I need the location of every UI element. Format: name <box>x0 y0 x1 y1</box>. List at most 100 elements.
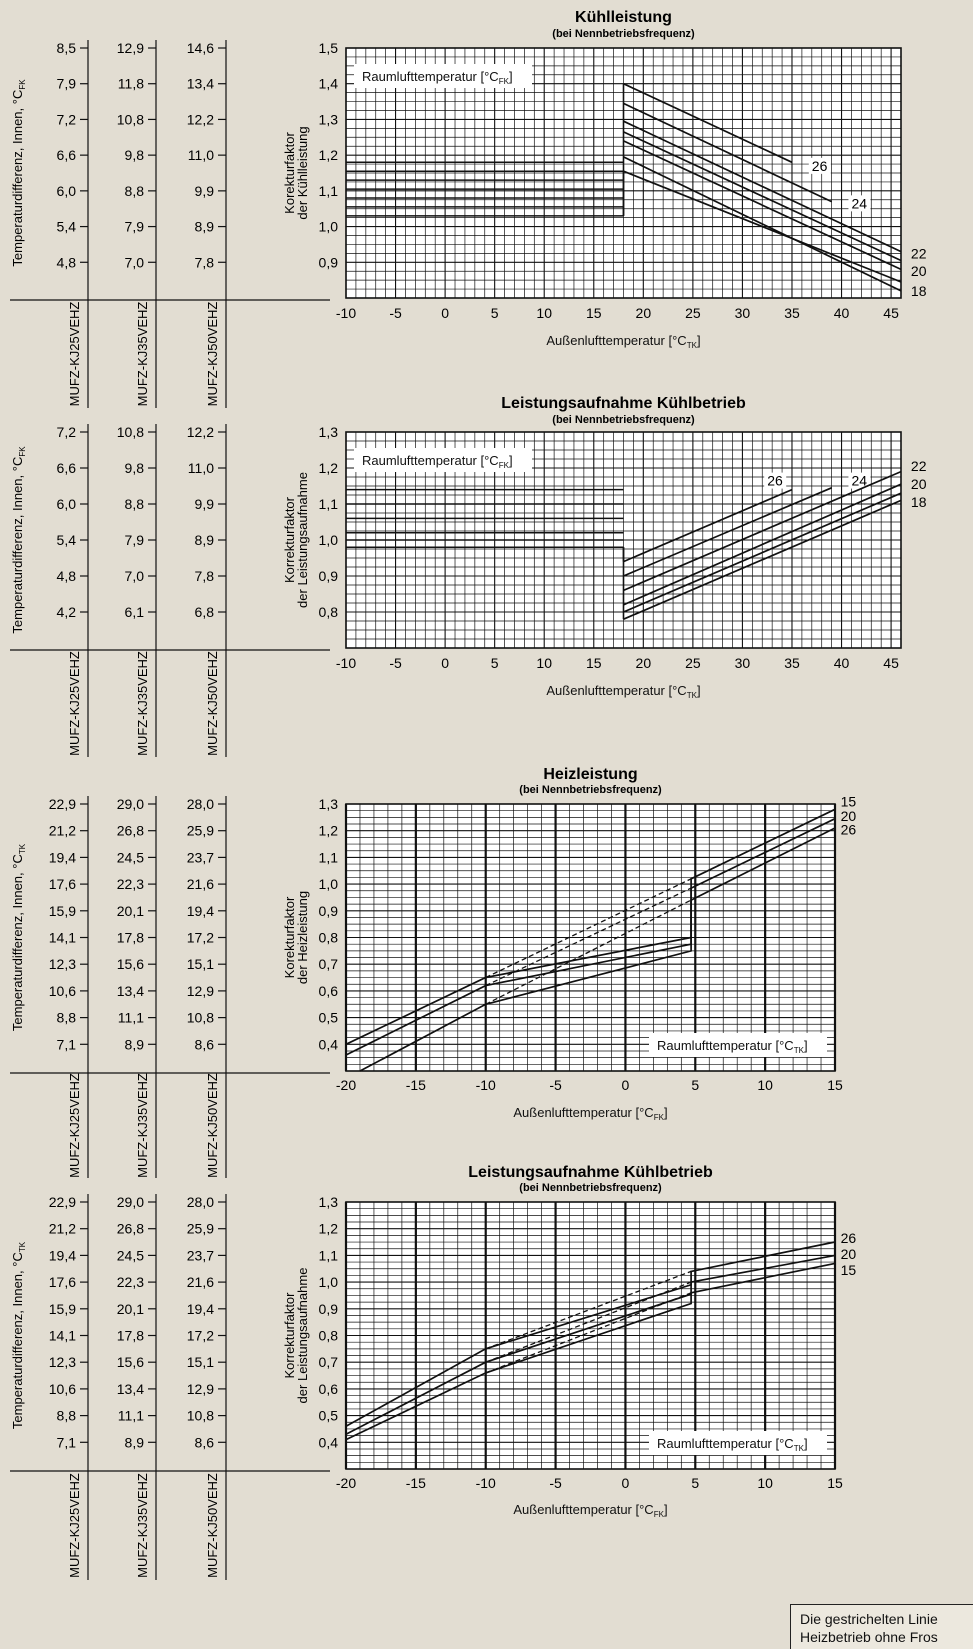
side-value: 10,8 <box>187 1010 214 1026</box>
side-value: 22,9 <box>49 796 76 812</box>
side-value: 21,2 <box>49 823 76 839</box>
side-value: 8,9 <box>125 1434 145 1450</box>
x-tick-label: -15 <box>406 1077 426 1093</box>
series-line-18 <box>623 499 902 620</box>
x-axis-label-sub: TK <box>687 341 698 350</box>
series-group: 26 24 22 20 18 <box>623 458 927 620</box>
side-value: 19,4 <box>187 903 214 919</box>
side-ylabel: Temperaturdifferenz, Innen, °CTK <box>10 843 27 1031</box>
y-axis-label-1: Korekturfaktor <box>282 132 297 214</box>
side-value: 7,1 <box>57 1434 77 1450</box>
side-value: 15,6 <box>117 956 144 972</box>
side-ylabel-sub: TK <box>18 843 27 854</box>
side-value: 11,1 <box>118 1010 144 1026</box>
legend-box <box>354 448 532 472</box>
side-table: 7,2 6,6 6,0 5,4 4,8 4,2 MUFZ-KJ25VEHZ 10,8 9,8 8,… <box>10 424 330 757</box>
x-tick-label: 15 <box>827 1475 843 1491</box>
chart-subtitle: (bei Nennbetriebsfrequenz) <box>552 28 695 40</box>
side-value: 7,9 <box>57 76 77 92</box>
side-value: 13,4 <box>117 1381 144 1397</box>
side-value: 12,3 <box>49 1354 76 1370</box>
x-tick-label: -10 <box>476 1475 496 1491</box>
side-value: 9,8 <box>125 147 145 163</box>
x-tick-label: 10 <box>536 305 552 321</box>
series-line-26 <box>623 488 793 563</box>
side-value: 13,4 <box>187 76 214 92</box>
series-line-aux-4 <box>485 887 692 987</box>
side-value: 14,6 <box>187 40 214 56</box>
side-value: 19,4 <box>49 849 76 865</box>
x-axis-label: Außenlufttemperatur [°CFK] <box>513 1502 667 1519</box>
side-value: 7,9 <box>125 219 145 235</box>
x-axis-label: Außenlufttemperatur [°CTK] <box>546 333 700 350</box>
y-tick-label: 1,2 <box>319 460 339 476</box>
side-value: 4,8 <box>57 568 77 584</box>
side-value: 8,9 <box>195 532 215 548</box>
side-ylabel: Temperaturdifferenz, Innen, °CTK <box>10 1241 27 1429</box>
side-value: 25,9 <box>187 1221 214 1237</box>
x-axis-label-close: ] <box>697 683 701 698</box>
y-tick-label: 1,1 <box>319 1247 339 1263</box>
x-tick-label: 20 <box>636 305 652 321</box>
y-axis-label: Korrekturfaktorder Leistungsaufnahme <box>282 1268 310 1404</box>
series-label-22: 22 <box>911 245 927 261</box>
side-value: 13,4 <box>117 983 144 999</box>
side-value: 15,1 <box>187 1354 214 1370</box>
y-tick-label: 0,6 <box>319 983 339 999</box>
side-value: 15,9 <box>49 903 76 919</box>
y-tick-label: 1,1 <box>319 183 339 199</box>
x-axis-label-close: ] <box>697 333 701 348</box>
legend-label-close: ] <box>509 453 513 468</box>
side-ylabel-sub: FK <box>18 79 27 90</box>
side-ylabel: Temperaturdifferenz, Innen, °CFK <box>10 446 27 634</box>
y-tick-label: 0,6 <box>319 1381 339 1397</box>
x-tick-label: 30 <box>735 305 751 321</box>
x-tick-label: 5 <box>691 1077 699 1093</box>
side-value: 11,1 <box>118 1408 144 1424</box>
chart-title: Kühlleistung <box>575 9 672 26</box>
side-value: 24,5 <box>117 1247 144 1263</box>
side-value: 7,0 <box>125 568 145 584</box>
y-axis-label-2: der Kühlleistung <box>295 126 310 219</box>
chart-title: Leistungsaufnahme Kühlbetrieb <box>501 395 746 412</box>
side-ylabel-main: Temperaturdifferenz, Innen, °C <box>10 854 25 1031</box>
side-value: 21,2 <box>49 1221 76 1237</box>
side-value: 11,8 <box>118 76 144 92</box>
y-tick-label: 1,4 <box>319 76 339 92</box>
footnote-line-1: Die gestrichelten Linie <box>800 1611 938 1627</box>
series-label-bg <box>808 157 831 174</box>
x-tick-label: 10 <box>757 1077 773 1093</box>
side-ylabel-main: Temperaturdifferenz, Innen, °C <box>10 90 25 267</box>
x-tick-label: -20 <box>336 1077 356 1093</box>
y-tick-label: 1,0 <box>319 532 339 548</box>
legend-label: Raumlufttemperatur [°CFK] <box>362 69 513 86</box>
x-tick-label: 0 <box>622 1475 630 1491</box>
series-line-22 <box>623 470 902 592</box>
y-tick-label: 1,1 <box>319 496 339 512</box>
x-tick-label: 30 <box>735 655 751 671</box>
footnote-box: Die gestrichelten Linie Heizbetrieb ohne… <box>790 1604 973 1649</box>
side-value: 11,0 <box>188 460 214 476</box>
x-tick-label: 40 <box>834 655 850 671</box>
legend-box <box>649 1033 827 1057</box>
side-value: 22,3 <box>117 876 144 892</box>
side-value: 21,6 <box>187 1274 214 1290</box>
side-value: 19,4 <box>49 1247 76 1263</box>
x-tick-label: 35 <box>784 655 800 671</box>
series-label-26: 26 <box>767 473 783 489</box>
side-value: 26,8 <box>117 823 144 839</box>
side-value: 17,8 <box>117 1328 144 1344</box>
legend-label: Raumlufttemperatur [°CTK] <box>657 1436 808 1453</box>
x-tick-label: 45 <box>883 655 899 671</box>
model-label: MUFZ-KJ25VEHZ <box>67 651 82 756</box>
x-tick-label: 20 <box>636 655 652 671</box>
series-label-bg <box>764 472 787 489</box>
side-value: 14,1 <box>49 930 76 946</box>
y-tick-label: 1,1 <box>319 849 339 865</box>
x-tick-label: -5 <box>549 1077 562 1093</box>
series-line-26 <box>623 82 793 164</box>
y-tick-label: 1,3 <box>319 796 339 812</box>
